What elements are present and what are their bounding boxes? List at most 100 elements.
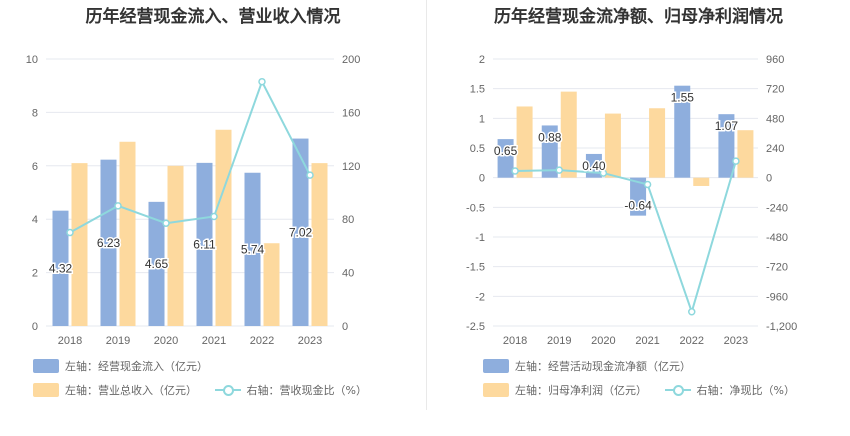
bar-blue [148,201,165,326]
bar-blue [541,125,558,178]
chart-title-left: 历年经营现金流入、营业收入情况 [85,7,341,27]
data-label: 4.32 [49,261,73,275]
legend-item-cash-inflow[interactable]: 左轴：经营现金流入（亿元） [33,358,208,374]
bar-orange [516,106,533,178]
y-right-tick-label: -1,200 [766,321,797,333]
x-tick-label: 2019 [106,335,130,347]
legend-right-row1: 左轴：经营活动现金流净额（亿元） [483,358,705,376]
bar-orange [604,113,621,178]
legend-item-revenue-cash-ratio[interactable]: 右轴：营收现金比（%） [214,382,367,398]
y-left-tick-label: 2 [32,268,38,280]
y-right-tick-label: -960 [766,291,788,303]
ratio-point [511,167,519,175]
y-right-tick-label: 0 [342,321,348,333]
legend-swatch-orange [483,383,509,397]
data-label: 1.55 [671,91,695,105]
data-label: 7.02 [289,225,313,239]
legend-swatch-orange [33,383,59,397]
bar-orange [311,163,328,326]
chart-title-right: 历年经营现金流净额、归母净利润情况 [494,7,783,27]
bar-blue [674,85,691,178]
y-left-tick-label: -1.5 [466,262,485,274]
y-left-tick-label: 6 [32,161,38,173]
data-label: 5.74 [241,242,265,256]
legend-item-net-cash-ratio[interactable]: 右轴：净现比（%） [664,382,795,398]
ratio-point [258,77,266,86]
bar-blue [100,159,117,326]
bar-blue [196,162,213,326]
y-right-tick-label: 80 [342,214,354,226]
ratio-point [732,157,740,165]
y-left-tick-label: 1.5 [470,84,485,96]
y-right-tick-label: 40 [342,268,354,280]
bar-blue [718,114,735,178]
bar-blue [244,172,261,326]
legend-item-net-profit[interactable]: 左轴：归母净利润（亿元） [483,382,647,398]
y-right-tick-label: 0 [766,173,772,185]
y-right-tick-label: 160 [342,107,360,119]
x-tick-label: 2019 [547,335,571,347]
y-right-tick-label: 200 [342,54,360,66]
y-left-tick-label: -1 [475,232,485,244]
ratio-point [210,212,218,221]
ratio-point [306,171,314,179]
bar-orange [119,141,136,326]
ratio-line [69,79,311,234]
y-left-tick-label: 8 [32,107,38,119]
ratio-point [162,219,170,227]
y-left-tick-label: 10 [26,54,38,66]
y-left-tick-label: 2 [479,54,485,66]
y-left-tick-label: 4 [32,214,38,226]
y-right-tick-label: 960 [766,54,784,66]
bar-blue [52,210,69,326]
ratio-point [643,180,652,189]
x-tick-label: 2023 [298,335,322,347]
legend-item-revenue[interactable]: 左轴：营业总收入（亿元） [33,382,197,398]
y-right-tick-label: 720 [766,84,784,96]
bar-blue [630,177,647,216]
bar-orange [71,163,88,326]
x-tick-label: 2020 [154,335,178,347]
ratio-point [66,228,74,237]
y-left-tick-label: 0 [32,321,38,333]
ratio-point [114,202,122,210]
data-label: 0.88 [538,130,562,144]
x-tick-label: 2018 [58,335,82,347]
y-right-tick-label: 120 [342,161,360,173]
x-tick-label: 2018 [503,335,527,347]
legend-left-row2: 左轴：营业总收入（亿元） 右轴：营收现金比（%） [33,382,381,400]
y-right-tick-label: -720 [766,262,788,274]
y-right-tick-label: 480 [766,113,784,125]
y-left-tick-label: 1 [479,113,485,125]
data-label: -0.64 [624,199,652,213]
y-left-tick-label: 0 [479,173,485,185]
bar-orange [263,243,280,326]
y-left-tick-label: 0.5 [470,143,485,155]
bar-orange [167,165,184,326]
ratio-point [599,169,608,177]
y-left-tick-label: -0.5 [466,202,485,214]
legend-line-marker [664,383,691,397]
ratio-line [515,160,737,316]
legend-swatch-blue [483,359,509,373]
legend-item-net-cash[interactable]: 左轴：经营活动现金流净额（亿元） [483,358,691,374]
data-label: 6.23 [97,236,121,250]
bar-orange [737,130,754,178]
x-tick-label: 2022 [680,335,704,347]
legend-swatch-blue [33,359,59,373]
y-left-tick-label: -2 [475,291,485,303]
ratio-point [688,308,696,316]
bar-orange [649,108,666,178]
y-right-tick-label: 240 [766,143,784,155]
ratio-point [555,166,563,174]
y-right-tick-label: -480 [766,232,788,244]
data-label: 0.40 [582,159,606,173]
legend-left-row1: 左轴：经营现金流入（亿元） [33,358,222,376]
panel-divider [426,0,427,410]
bar-orange [693,177,710,186]
legend-line-marker [214,383,241,397]
x-tick-label: 2021 [202,335,226,347]
bar-orange [560,91,577,178]
